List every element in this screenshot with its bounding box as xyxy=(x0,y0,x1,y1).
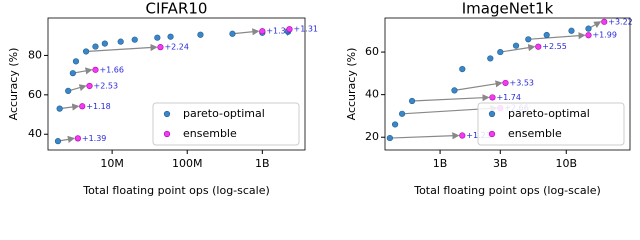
y-tick-label: 80 xyxy=(28,48,42,61)
ensemble-point xyxy=(86,82,93,90)
gain-label: +2.53 xyxy=(94,81,119,90)
ensemble-point xyxy=(601,18,608,25)
gain-label: +1.18 xyxy=(86,102,111,111)
pareto-point xyxy=(54,138,62,145)
pareto-point xyxy=(568,27,575,34)
legend-swatch xyxy=(488,110,496,118)
pareto-point xyxy=(92,43,99,50)
y-axis-label: Accuracy (%) xyxy=(7,48,20,121)
ensemble-point xyxy=(535,43,542,50)
ensemble-point xyxy=(286,26,293,33)
ensemble-point xyxy=(459,132,466,139)
pareto-point xyxy=(512,42,520,49)
chart-title: CIFAR10 xyxy=(146,0,208,18)
pareto-point xyxy=(386,134,393,142)
ensemble-point xyxy=(585,32,592,39)
pareto-point xyxy=(101,40,108,47)
arrow xyxy=(59,103,80,111)
pareto-point xyxy=(585,25,592,32)
arrow xyxy=(86,43,158,53)
pareto-point xyxy=(229,30,236,37)
pareto-point xyxy=(525,36,532,43)
axes-frame xyxy=(47,17,306,151)
pareto-point xyxy=(391,121,399,128)
x-tick-label: 1B xyxy=(433,157,448,170)
pareto-point xyxy=(543,31,550,39)
gain-label: +3.22 xyxy=(608,17,633,26)
legend-label: ensemble xyxy=(183,127,237,140)
arrow xyxy=(500,44,536,53)
gain-label: +1.31 xyxy=(293,25,318,34)
arrow xyxy=(412,94,490,102)
arrow xyxy=(454,80,503,91)
ensemble-point xyxy=(259,28,266,35)
ensemble-point xyxy=(92,66,99,73)
y-axis-label: Accuracy (%) xyxy=(345,48,358,121)
x-tick-label: 3B xyxy=(493,157,508,170)
x-axis-label: Total floating point ops (log-scale) xyxy=(413,184,601,197)
arrow xyxy=(389,132,460,140)
legend: pareto-optimal ensemble xyxy=(152,102,300,146)
pareto-point xyxy=(451,87,458,94)
gain-label: +3.53 xyxy=(510,78,535,87)
ensemble-point xyxy=(502,79,509,87)
legend-swatch xyxy=(488,130,496,138)
y-tick-label: 40 xyxy=(365,88,379,101)
chart-title: ImageNet1k xyxy=(462,0,554,18)
y-tick-label: 20 xyxy=(365,130,379,143)
legend-label: pareto-optimal xyxy=(508,107,590,120)
pareto-point xyxy=(56,105,63,112)
y-tick-label: 60 xyxy=(365,45,379,58)
legend-swatch xyxy=(163,130,171,138)
pareto-point xyxy=(487,55,494,62)
legend: pareto-optimal ensemble xyxy=(477,102,625,146)
legend-box xyxy=(152,102,300,146)
ensemble-point xyxy=(74,135,81,142)
y-tick-label: 60 xyxy=(28,88,42,101)
pareto-point xyxy=(497,48,504,56)
pareto-point xyxy=(72,58,80,65)
pareto-point xyxy=(154,34,161,41)
pareto-point xyxy=(167,33,174,40)
y-tick-label: 40 xyxy=(28,127,42,140)
legend-label: pareto-optimal xyxy=(183,107,265,120)
x-axis-label: Total floating point ops (log-scale) xyxy=(82,184,270,197)
pareto-point xyxy=(408,97,416,105)
gain-label: +1.74 xyxy=(496,93,521,102)
pareto-point xyxy=(459,65,466,73)
gain-label: +1.39 xyxy=(82,134,107,143)
legend-swatch xyxy=(163,110,171,118)
gain-label: +1.33 xyxy=(266,27,291,36)
pareto-point xyxy=(131,36,138,43)
gain-label: +1.99 xyxy=(592,31,617,40)
legend-box xyxy=(477,102,625,146)
x-tick-label: 100M xyxy=(172,157,203,170)
arrow xyxy=(72,67,93,75)
x-tick-label: 10M xyxy=(100,157,124,170)
ensemble-point xyxy=(489,94,496,101)
arrow xyxy=(528,32,586,40)
x-tick-label: 10B xyxy=(555,157,577,170)
pareto-point xyxy=(82,48,90,55)
pareto-point xyxy=(65,87,72,94)
legend-label: ensemble xyxy=(508,127,562,140)
pareto-point xyxy=(117,38,124,45)
gain-label: +2.24 xyxy=(164,43,189,52)
arrow xyxy=(232,28,260,36)
axes-frame xyxy=(384,17,631,151)
figure: CIFAR10 Total floating point ops (log-sca… xyxy=(7,0,633,197)
pareto-point xyxy=(197,31,204,38)
gain-label: +2.55 xyxy=(542,42,567,51)
pareto-point xyxy=(69,70,76,77)
x-tick-label: 1B xyxy=(255,157,270,170)
ensemble-point xyxy=(79,103,86,110)
ensemble-point xyxy=(157,44,164,51)
pareto-point xyxy=(398,110,406,117)
gain-label: +1.66 xyxy=(99,65,124,74)
